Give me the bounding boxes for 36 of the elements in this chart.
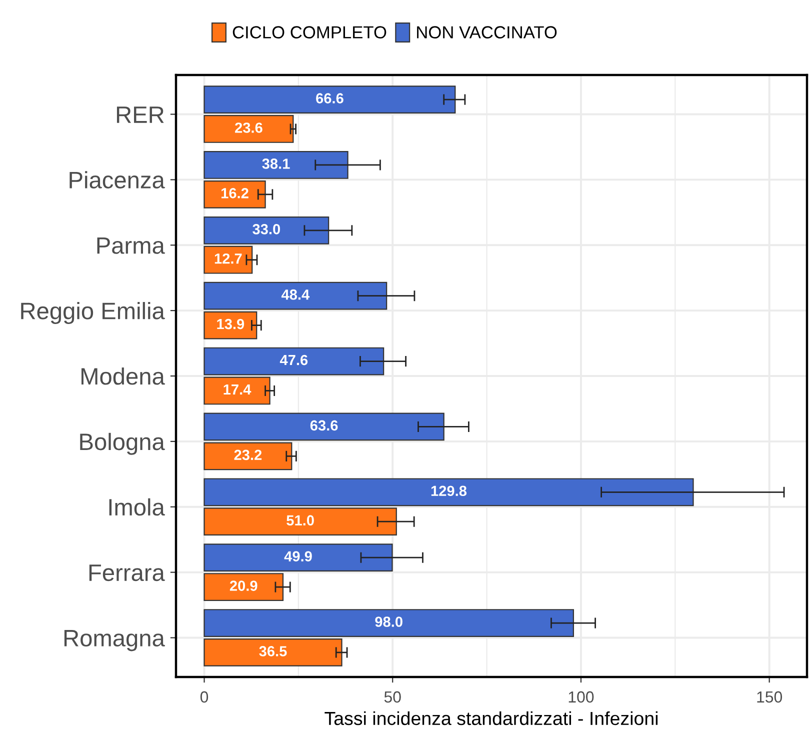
- bar: [204, 376, 270, 405]
- data-label: 20.9: [230, 580, 258, 591]
- y-tick-label: Piacenza: [70, 171, 165, 188]
- data-label: 47.6: [280, 354, 308, 366]
- data-label: 12.7: [214, 253, 242, 264]
- y-tick-label: Bologna: [80, 432, 165, 455]
- x-tick-label: 50: [384, 691, 401, 703]
- data-label: 129.8: [431, 486, 467, 496]
- data-label: 16.2: [221, 188, 248, 198]
- y-tick-label: RER: [116, 106, 164, 123]
- data-label: 17.4: [224, 384, 252, 394]
- x-tick-label: 150: [757, 691, 782, 703]
- data-label: 98.0: [375, 616, 402, 627]
- data-label: 33.0: [252, 224, 280, 234]
- data-label: 63.6: [310, 420, 338, 431]
- y-tick-label: Romagna: [64, 630, 165, 652]
- data-label: 66.6: [316, 93, 344, 104]
- data-label: 49.9: [284, 551, 312, 562]
- data-label: 48.4: [281, 289, 310, 300]
- data-label: 23.6: [235, 122, 262, 133]
- bar: [204, 347, 384, 376]
- y-tick-label: Ferrara: [89, 564, 165, 582]
- y-tick-label: Imola: [109, 498, 165, 516]
- legend-label: NON VACCINATO: [417, 26, 557, 38]
- y-tick-label: Modena: [82, 367, 165, 385]
- y-tick-label: Parma: [97, 237, 165, 254]
- data-label: 13.9: [217, 318, 244, 330]
- data-label: 23.2: [234, 450, 262, 460]
- y-tick-label: Reggio Emilia: [21, 302, 165, 324]
- x-axis-title: Tassi incidenza standardizzati - Infezioni: [324, 711, 658, 726]
- x-tick-label: 0: [200, 691, 208, 703]
- x-tick-label: 100: [568, 691, 594, 703]
- data-label: 38.1: [262, 158, 290, 169]
- legend-label: CICLO COMPLETO: [232, 26, 386, 38]
- data-label: 36.5: [259, 646, 287, 656]
- data-label: 51.0: [286, 515, 314, 526]
